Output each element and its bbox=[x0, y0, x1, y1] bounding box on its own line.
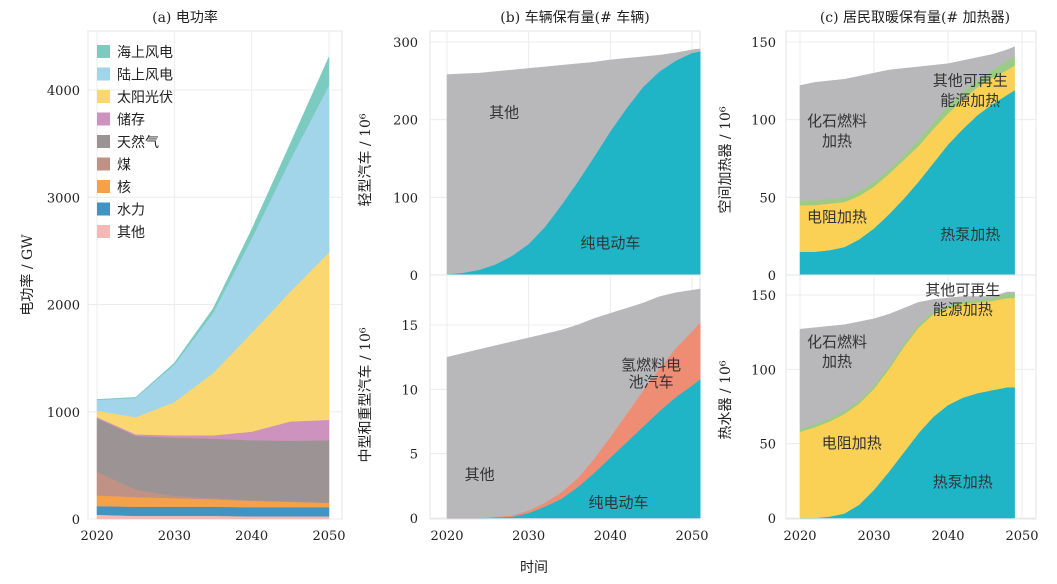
legend-label: 煤 bbox=[117, 158, 131, 174]
y-tick-label: 0 bbox=[768, 269, 776, 284]
y-tick-label: 100 bbox=[751, 114, 776, 129]
legend-swatch bbox=[97, 180, 110, 193]
panel-b-bottom: 0 5 10 15 2020 2030 2040 2050 中型和重型汽车 / 10⁶ 其他纯电动… bbox=[357, 274, 709, 544]
legend-swatch bbox=[97, 67, 110, 81]
y-axis-label: 空间加热器 / 10⁶ bbox=[718, 106, 734, 213]
area-annotation: 池汽车 bbox=[629, 373, 674, 391]
y-tick-label: 0 bbox=[768, 512, 776, 527]
area-annotation: 能源加热 bbox=[933, 300, 993, 318]
panel-c-top: 0 50 100 150 (c) 居民取暖保有量(# 加热器) 空间加热器 / 10⁶ 化石… bbox=[718, 10, 1037, 284]
legend-swatch bbox=[97, 112, 110, 126]
area-series-8 bbox=[96, 56, 330, 401]
area-annotation: 电阻加热 bbox=[807, 208, 867, 226]
y-tick-label: 15 bbox=[401, 319, 418, 334]
area-annotation: 加热 bbox=[822, 132, 852, 150]
legend-label: 太阳光伏 bbox=[117, 90, 173, 106]
x-tick-label: 2030 bbox=[512, 529, 545, 544]
panel-a: 0 1000 2000 3000 4000 2020 2030 2040 2050 (a) 电功率… bbox=[19, 9, 346, 544]
chart-title: (b) 车辆保有量(# 车辆) bbox=[500, 9, 649, 26]
panel-c-bottom: 0 50 100 150 2020 2030 2040 2050 热水器 / 10⁶ 化石燃料加热… bbox=[718, 274, 1039, 544]
x-tick-label: 2050 bbox=[1005, 529, 1038, 544]
y-tick-label: 150 bbox=[751, 289, 776, 304]
chart-title: (a) 电功率 bbox=[152, 9, 218, 26]
x-tick-label: 2050 bbox=[312, 529, 345, 544]
y-tick-label: 0 bbox=[410, 269, 418, 284]
legend-swatch bbox=[97, 45, 110, 58]
area-annotation: 其他 bbox=[489, 103, 519, 121]
legend-swatch bbox=[97, 225, 110, 238]
panel-b-top: 0 100 200 300 (b) 车辆保有量(# 车辆) 轻型汽车 / 10⁶ 其他纯电动… bbox=[357, 9, 701, 284]
area-annotation: 其他可再生 bbox=[925, 281, 1000, 299]
legend-label: 水力 bbox=[117, 203, 145, 219]
x-tick-label: 2040 bbox=[594, 529, 627, 544]
area-annotation: 化石燃料 bbox=[807, 333, 867, 351]
legend-swatch bbox=[97, 202, 110, 216]
legend-label: 储存 bbox=[117, 113, 145, 129]
y-tick-label: 50 bbox=[759, 438, 776, 453]
plot-frame bbox=[785, 274, 1037, 520]
area-annotation: 纯电动车 bbox=[588, 494, 648, 512]
y-tick-label: 100 bbox=[751, 363, 776, 378]
legend-swatch bbox=[97, 157, 110, 171]
y-tick-label: 10 bbox=[401, 383, 418, 398]
x-tick-label: 2040 bbox=[931, 529, 964, 544]
y-tick-label: 1000 bbox=[47, 406, 80, 421]
area-annotation: 加热 bbox=[822, 352, 852, 370]
legend-swatch bbox=[97, 135, 110, 148]
y-tick-label: 50 bbox=[759, 191, 776, 206]
y-axis-label: 中型和重型汽车 / 10⁶ bbox=[357, 327, 374, 462]
area-annotation: 能源加热 bbox=[940, 92, 1000, 110]
y-tick-label: 0 bbox=[410, 512, 418, 527]
area-series-2 bbox=[446, 288, 701, 519]
y-tick-label: 100 bbox=[393, 191, 418, 206]
legend-label: 陆上风电 bbox=[117, 68, 173, 84]
x-tick-label: 2040 bbox=[235, 529, 268, 544]
area-series-3 bbox=[799, 46, 1015, 201]
y-axis-label: 电功率 / GW bbox=[19, 234, 36, 316]
legend-label: 核 bbox=[117, 180, 131, 196]
area-series-1 bbox=[96, 505, 330, 517]
chart-title: (c) 居民取暖保有量(# 加热器) bbox=[820, 10, 1010, 26]
area-annotation: 其他可再生 bbox=[933, 71, 1008, 89]
area-annotation: 其他 bbox=[465, 465, 495, 483]
area-annotation: 氢燃料电 bbox=[621, 356, 681, 374]
y-tick-label: 3000 bbox=[47, 191, 80, 206]
y-tick-label: 300 bbox=[393, 36, 418, 51]
area-annotation: 热泵加热 bbox=[940, 225, 1000, 243]
legend-label: 海上风电 bbox=[117, 45, 173, 61]
y-tick-label: 200 bbox=[393, 114, 418, 129]
legend-label: 其他 bbox=[117, 225, 145, 241]
x-tick-label: 2050 bbox=[675, 529, 708, 544]
area-annotation: 电阻加热 bbox=[822, 434, 882, 452]
x-tick-label: 2020 bbox=[783, 529, 816, 544]
legend-swatch bbox=[97, 90, 110, 103]
x-axis-label: 时间 bbox=[520, 560, 548, 576]
y-tick-label: 4000 bbox=[47, 84, 80, 99]
area-annotation: 热泵加热 bbox=[933, 473, 993, 491]
y-tick-label: 0 bbox=[72, 513, 80, 528]
x-tick-label: 2020 bbox=[80, 529, 113, 544]
y-tick-label: 2000 bbox=[47, 299, 80, 314]
x-tick-label: 2020 bbox=[430, 529, 463, 544]
area-series-3 bbox=[799, 291, 1015, 430]
y-axis-label: 轻型汽车 / 10⁶ bbox=[357, 113, 374, 206]
area-series-1 bbox=[446, 48, 701, 275]
legend-label: 天然气 bbox=[117, 134, 159, 151]
area-annotation: 化石燃料 bbox=[807, 112, 867, 130]
y-tick-label: 150 bbox=[751, 36, 776, 51]
y-axis-label: 热水器 / 10⁶ bbox=[718, 360, 734, 439]
x-tick-label: 2030 bbox=[158, 529, 191, 544]
area-annotation: 纯电动车 bbox=[580, 234, 640, 252]
y-tick-label: 5 bbox=[410, 448, 418, 463]
x-tick-label: 2030 bbox=[857, 529, 890, 544]
